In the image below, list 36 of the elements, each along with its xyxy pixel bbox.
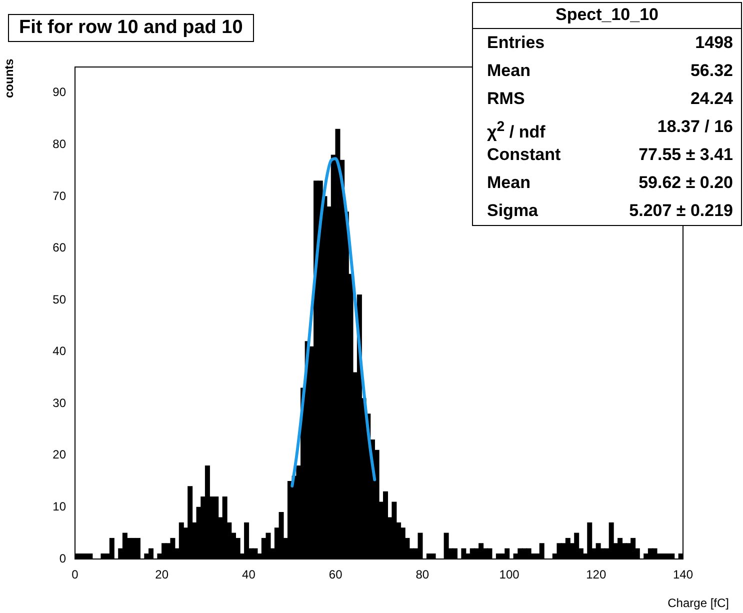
x-tick-label: 60: [328, 568, 343, 582]
annotation: Constant: [487, 144, 561, 166]
y-tick-label: 60: [52, 240, 66, 255]
y-tick-label: 70: [52, 188, 66, 203]
y-tick-label: 40: [52, 344, 66, 358]
text: Entries: [487, 32, 545, 54]
chart-title: Fit for row 10 and pad 10: [8, 14, 254, 42]
annotation: RMS: [487, 88, 525, 110]
text: 24.24: [690, 88, 733, 110]
y-tick-label: 80: [52, 136, 66, 151]
annotation: Mean: [487, 60, 530, 82]
x-axis-title: Charge [fC]: [668, 596, 729, 610]
annotation: 59.62 ± 0.20: [638, 172, 733, 194]
y-axis-title: counts: [2, 58, 16, 98]
annotation: Sigma: [487, 200, 538, 222]
y-tick-label: 90: [52, 85, 66, 100]
y-tick-label: 0: [59, 551, 66, 566]
y-tick-label: 50: [52, 292, 66, 306]
y-tick-label: 20: [52, 448, 66, 462]
annotation: 18.37 / 16: [657, 116, 733, 138]
x-tick-label: 140: [672, 568, 694, 582]
x-tick-label: 100: [499, 568, 520, 582]
annotation: 5.207 ± 0.219: [629, 200, 733, 222]
text: Spect_10_10: [473, 3, 741, 29]
x-tick-label: 80: [416, 568, 430, 582]
text: 1498: [695, 32, 733, 54]
annotation: χ$^{2}$ / ndf: [487, 118, 546, 142]
y-tick-label: 30: [52, 396, 66, 410]
x-tick-label: 20: [155, 568, 169, 582]
x-tick-label: 120: [586, 568, 606, 582]
text: 56.32: [690, 60, 733, 82]
y-tick-label: 10: [52, 500, 66, 514]
x-tick-label: 40: [242, 568, 256, 582]
x-tick-label: 0: [72, 568, 79, 582]
annotation: Mean: [487, 172, 530, 194]
annotation: 77.55 ± 3.41: [638, 144, 733, 166]
